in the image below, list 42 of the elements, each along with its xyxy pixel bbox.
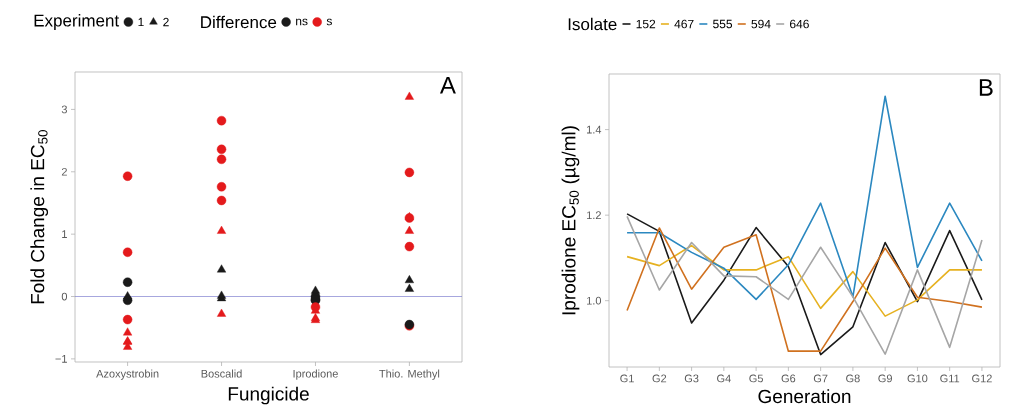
x-tick-label: G10	[907, 374, 928, 383]
y-tick-label: 1	[62, 230, 67, 238]
x-tick-label: Thio. Methyl	[379, 369, 440, 380]
y-tick-label: 1.4	[587, 125, 602, 134]
x-axis-title: Generation	[758, 389, 851, 404]
x-tick-label: Iprodione	[293, 369, 338, 380]
x-tick-label: Boscalid	[201, 369, 242, 378]
x-tick-label: G5	[749, 374, 763, 383]
y-axis-title: Fold Change in EC$_{50}$	[30, 130, 49, 304]
x-tick-label: G8	[846, 374, 860, 383]
x-tick-label: G4	[717, 374, 731, 383]
annotation: A	[439, 77, 456, 94]
legend-label: 1	[138, 17, 144, 27]
text: ns	[296, 18, 308, 26]
text: s	[326, 18, 332, 26]
x-tick-label: Azoxystrobin	[96, 369, 159, 380]
legend-label: 646	[790, 19, 809, 29]
annotation: B	[979, 79, 993, 96]
y-axis-title: Iprodione EC$_{50}$ (µg/ml)	[561, 126, 580, 315]
text: Difference	[201, 15, 277, 29]
y-tick-label: −1	[55, 355, 67, 363]
y-tick-label: 1.0	[587, 296, 602, 305]
x-tick-label: G11	[940, 374, 960, 383]
y-tick-label: 3	[61, 105, 67, 114]
legend-title: Isolate	[568, 17, 617, 31]
legend-label: 152	[636, 19, 656, 29]
y-tick-label: 0	[61, 292, 68, 301]
x-tick-label: G3	[684, 374, 699, 383]
x-axis-title: Fungicide	[228, 386, 309, 405]
y-tick-label: 2	[61, 167, 67, 176]
legend-label: 467	[674, 19, 694, 29]
x-tick-label: G2	[652, 374, 667, 383]
y-tick-label: 1.2	[587, 211, 601, 219]
legend-title: Experiment	[34, 14, 120, 30]
x-tick-label: G12	[972, 374, 992, 383]
x-tick-label: G7	[813, 374, 828, 383]
x-tick-label: G1	[620, 374, 634, 383]
legend-label: 594	[751, 19, 771, 29]
x-tick-label: G6	[781, 374, 796, 383]
x-tick-label: G9	[878, 374, 892, 383]
legend-label: 555	[713, 19, 733, 29]
legend-label: 2	[163, 17, 169, 27]
